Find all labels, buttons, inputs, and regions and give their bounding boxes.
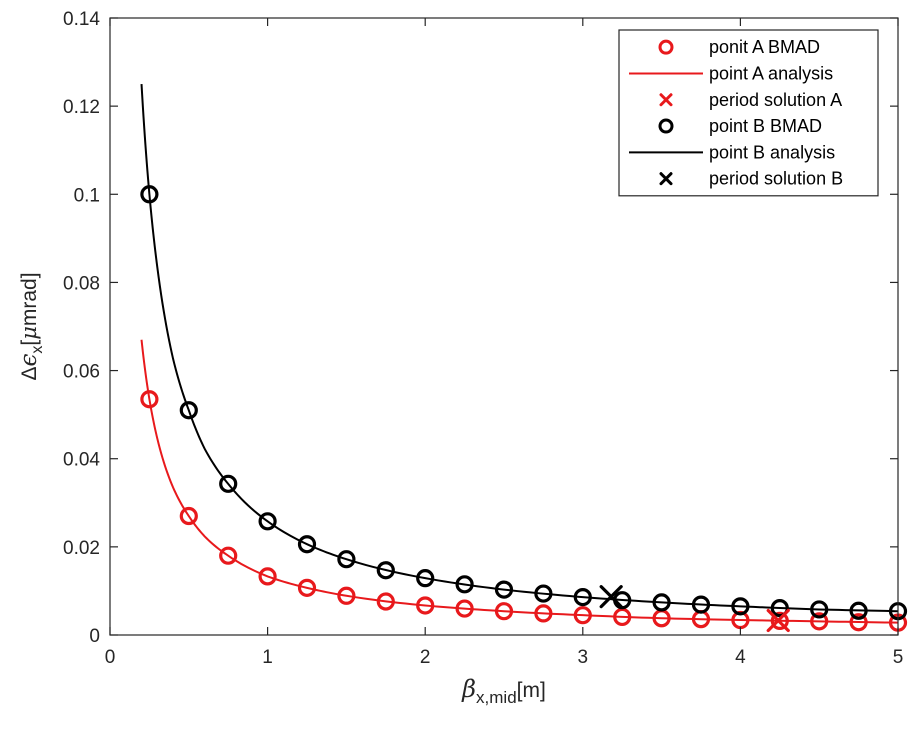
ponit-a-bmad-point bbox=[179, 506, 198, 526]
point-b-analysis-line bbox=[140, 84, 899, 613]
legend-entry-period-solution-a: period solution A bbox=[659, 90, 842, 110]
legend-circle-swatch bbox=[658, 118, 674, 134]
y-axis-label-subscript: x bbox=[29, 346, 46, 354]
legend-label: point B BMAD bbox=[709, 116, 822, 136]
axis-ticks: 0 1 2 3 4 5 0 0.02 0.04 0.06 0.08 0.1 0.12 0.14 bbox=[63, 9, 903, 668]
ponit-a-bmad-point bbox=[573, 606, 592, 625]
ponit-a-bmad-point bbox=[810, 612, 829, 631]
ponit-a-bmad-point bbox=[140, 390, 159, 409]
point-a-analysis-line bbox=[140, 339, 899, 624]
legend-entry-point-b-bmad: point B BMAD bbox=[658, 116, 822, 136]
legend-cross-swatch-stroke-2 bbox=[659, 172, 673, 186]
ponit-a-bmad-point bbox=[376, 592, 395, 611]
legend-label: ponit A BMAD bbox=[709, 37, 820, 57]
y-axis-label-symbol: ϵ bbox=[16, 354, 42, 367]
legend-label: period solution B bbox=[709, 169, 843, 189]
x-axis-label-subscript: x,mid bbox=[476, 688, 517, 707]
y-tick-label: 0.12 bbox=[63, 97, 100, 118]
x-tick-label: 4 bbox=[735, 647, 746, 668]
legend-label: period solution A bbox=[709, 90, 842, 110]
ponit-a-bmad-point bbox=[416, 596, 435, 615]
legend-entry-point-a-analysis: point A analysis bbox=[629, 63, 833, 83]
x-tick-label: 0 bbox=[105, 647, 116, 668]
point-b-bmad-point bbox=[691, 595, 711, 614]
point-b-bmad-point bbox=[179, 401, 198, 420]
ponit-a-bmad-point bbox=[297, 578, 317, 597]
point-b-bmad-point bbox=[376, 561, 395, 580]
point-b-bmad-point bbox=[297, 535, 317, 554]
x-tick-label: 2 bbox=[420, 647, 431, 668]
point-b-bmad-point bbox=[494, 580, 514, 599]
ponit-a-bmad-point bbox=[613, 607, 632, 627]
ponit-a-bmad-point bbox=[770, 611, 789, 630]
period-solution-a-marker-stroke-2 bbox=[766, 608, 790, 633]
y-tick-label: 0 bbox=[89, 626, 100, 647]
x-axis-label-symbol: β bbox=[461, 675, 476, 703]
x-tick-label: 3 bbox=[578, 647, 589, 668]
y-tick-label: 0.06 bbox=[63, 362, 100, 383]
ponit-a-bmad-point bbox=[258, 567, 277, 586]
y-axis-label: Δϵx[μmrad] bbox=[16, 272, 46, 380]
point-b-bmad-point bbox=[652, 593, 671, 612]
y-tick-label: 0.14 bbox=[63, 9, 100, 30]
x-axis-label: βx,mid[m] bbox=[461, 675, 546, 707]
x-tick-label: 5 bbox=[893, 647, 904, 668]
point-b-bmad-point bbox=[849, 601, 868, 620]
legend-label: point B analysis bbox=[709, 142, 835, 162]
point-b-bmad-point bbox=[573, 587, 592, 607]
ponit-a-bmad-point bbox=[849, 613, 868, 632]
ponit-a-bmad-point bbox=[219, 546, 238, 565]
legend-label: point A analysis bbox=[709, 63, 833, 83]
point-b-bmad-point bbox=[140, 185, 159, 204]
legend-circle-swatch bbox=[658, 39, 674, 55]
legend-cross-swatch bbox=[659, 93, 673, 107]
y-axis-label-open: [ bbox=[18, 340, 41, 346]
legend-cross-swatch-stroke-2 bbox=[659, 93, 673, 107]
legend-entry-period-solution-b: period solution B bbox=[659, 169, 843, 189]
data-marks bbox=[140, 84, 908, 633]
legend-entry-ponit-a-bmad: ponit A BMAD bbox=[658, 37, 820, 57]
ponit-a-bmad-point bbox=[494, 602, 514, 621]
y-axis-label-mu: μ bbox=[17, 326, 41, 340]
legend-cross-swatch bbox=[659, 172, 673, 186]
point-b-bmad-point bbox=[258, 512, 277, 531]
axes-frame bbox=[109, 17, 899, 636]
period-solution-b-marker-stroke-2 bbox=[599, 585, 623, 609]
period-solution-b-marker bbox=[599, 585, 623, 609]
legend: ponit A BMAD point A analysis period solut… bbox=[618, 29, 879, 197]
y-axis-label-prefix: Δ bbox=[18, 367, 41, 381]
point-b-bmad-point bbox=[810, 600, 829, 619]
y-tick-label: 0.04 bbox=[63, 450, 100, 471]
point-b-bmad-point bbox=[416, 569, 435, 588]
x-tick-label: 1 bbox=[262, 647, 273, 668]
legend-box bbox=[618, 29, 879, 197]
point-b-bmad-point bbox=[219, 474, 238, 493]
point-b-bmad-point bbox=[770, 599, 789, 618]
point-b-bmad-point bbox=[455, 575, 474, 594]
ponit-a-bmad-point bbox=[337, 586, 356, 605]
point-b-bmad-point bbox=[337, 550, 356, 569]
period-solution-a-marker bbox=[766, 608, 790, 633]
point-b-bmad-point bbox=[534, 584, 553, 603]
x-axis-label-unit: [m] bbox=[517, 679, 546, 702]
y-tick-label: 0.1 bbox=[74, 185, 100, 206]
ponit-a-bmad-point bbox=[455, 599, 474, 618]
y-tick-label: 0.08 bbox=[63, 273, 100, 294]
y-axis-label-unit: mrad] bbox=[18, 272, 41, 326]
legend-entry-point-b-analysis: point B analysis bbox=[629, 142, 835, 162]
ponit-a-bmad-point bbox=[534, 604, 553, 623]
y-tick-label: 0.02 bbox=[63, 538, 100, 559]
point-b-bmad-point bbox=[731, 597, 750, 616]
